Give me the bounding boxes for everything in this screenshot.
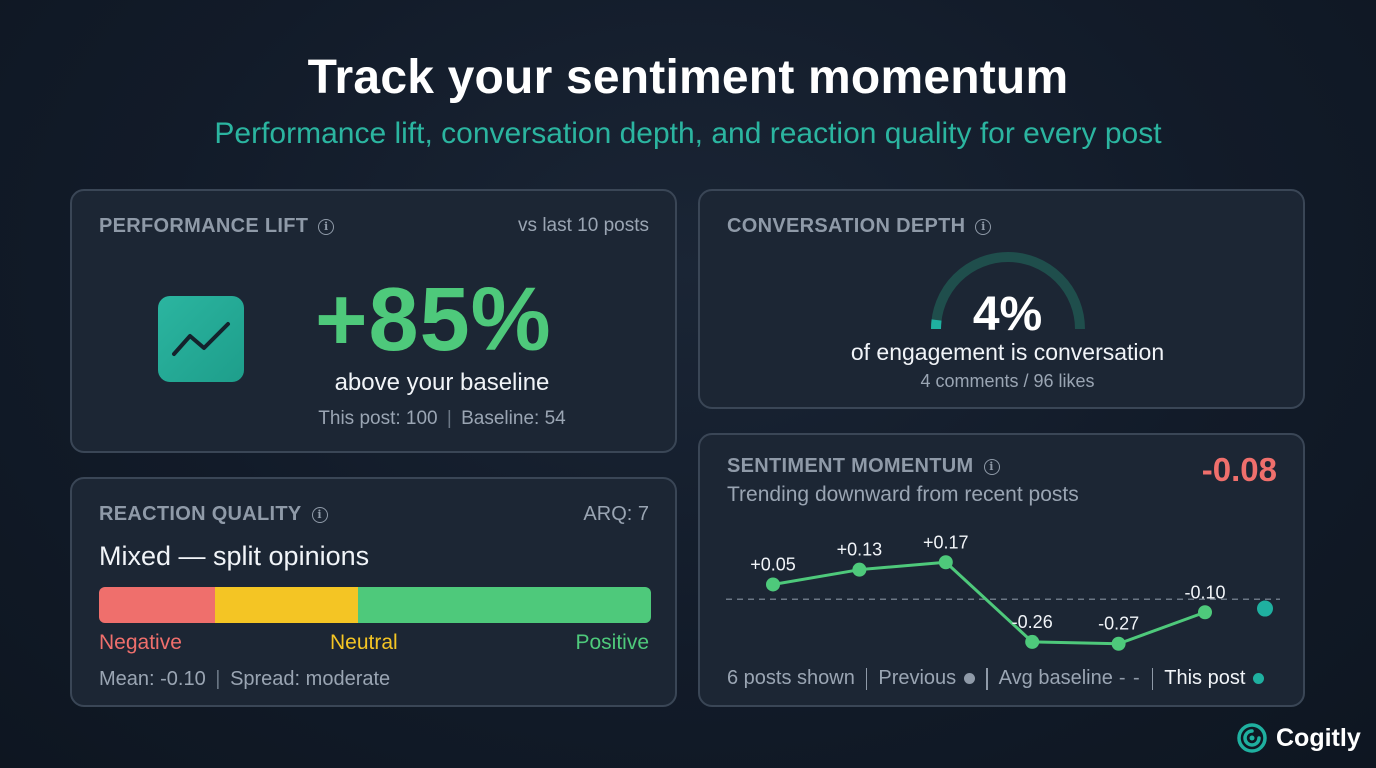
data-point bbox=[766, 577, 780, 592]
data-point bbox=[938, 555, 953, 570]
data-label: -0.27 bbox=[1098, 614, 1139, 634]
data-point bbox=[1111, 636, 1126, 651]
momentum-value: -0.08 bbox=[1201, 451, 1277, 488]
legend-divider bbox=[986, 667, 988, 690]
reaction-quality-title: REACTION QUALITY bbox=[99, 503, 302, 525]
conversation-depth-heading: CONVERSATION DEPTH i bbox=[727, 215, 992, 238]
data-label: +0.05 bbox=[750, 554, 796, 574]
sentiment-momentum-title: SENTIMENT MOMENTUM bbox=[727, 455, 974, 477]
chart-legend: 6 posts shown Previous Avg baseline - - … bbox=[727, 667, 1265, 690]
legend-previous: Previous bbox=[878, 667, 957, 689]
info-icon[interactable]: i bbox=[311, 506, 328, 523]
comparison-label: vs last 10 posts bbox=[518, 215, 649, 236]
conversation-depth-card: CONVERSATION DEPTH i 4% of engagement is… bbox=[698, 189, 1305, 409]
data-label: +0.17 bbox=[923, 532, 969, 552]
performance-lift-meta: This post: 100 | Baseline: 54 bbox=[318, 408, 566, 429]
performance-lift-description: above your baseline bbox=[334, 369, 550, 396]
conversation-depth-value: 4% bbox=[972, 288, 1043, 341]
performance-lift-card: PERFORMANCE LIFT i vs last 10 posts +85%… bbox=[70, 189, 677, 453]
data-label: -0.26 bbox=[1012, 612, 1053, 632]
neutral-label: Neutral bbox=[330, 631, 398, 654]
reaction-quality-card: REACTION QUALITY i ARQ: 7 Mixed — split … bbox=[70, 477, 677, 707]
baseline-score: Baseline: 54 bbox=[461, 408, 566, 429]
reaction-stats: Mean: -0.10 | Spread: moderate bbox=[99, 668, 391, 690]
reaction-quality-heading: REACTION QUALITY i bbox=[99, 503, 328, 526]
negative-label: Negative bbox=[99, 631, 182, 654]
reaction-summary: Mixed — split opinions bbox=[99, 541, 370, 571]
legend-divider bbox=[1151, 667, 1154, 690]
spread-value: Spread: moderate bbox=[230, 668, 391, 690]
brand-name: Cogitly bbox=[1276, 723, 1361, 752]
sentiment-distribution-bar bbox=[99, 587, 651, 623]
previous-dot-icon bbox=[964, 673, 976, 684]
this-post-point bbox=[1257, 600, 1273, 617]
cogitly-logo-icon bbox=[1237, 723, 1267, 753]
this-post-score: This post: 100 bbox=[318, 408, 438, 429]
info-icon[interactable]: i bbox=[983, 458, 1000, 475]
neutral-segment bbox=[214, 587, 359, 623]
legend-avg-baseline: Avg baseline bbox=[998, 667, 1113, 689]
legend-this-post: This post bbox=[1164, 667, 1246, 689]
brand-logo: Cogitly bbox=[1236, 722, 1361, 754]
data-label: +0.13 bbox=[837, 540, 883, 560]
conversation-depth-detail: 4 comments / 96 likes bbox=[920, 371, 1095, 391]
page-subtitle: Performance lift, conversation depth, an… bbox=[214, 117, 1162, 150]
mean-value: Mean: -0.10 bbox=[99, 668, 206, 690]
trend-up-icon bbox=[158, 296, 244, 382]
sentiment-momentum-heading: SENTIMENT MOMENTUM i bbox=[727, 455, 1000, 478]
negative-segment bbox=[99, 587, 215, 623]
info-icon[interactable]: i bbox=[318, 218, 335, 235]
dashed-line-icon: - - bbox=[1118, 667, 1141, 689]
data-point bbox=[1198, 605, 1212, 620]
performance-lift-title: PERFORMANCE LIFT bbox=[99, 215, 309, 237]
positive-segment bbox=[358, 587, 651, 623]
conversation-depth-description: of engagement is conversation bbox=[850, 339, 1165, 365]
arq-score: ARQ: 7 bbox=[583, 503, 649, 525]
conversation-gauge bbox=[931, 252, 1085, 330]
page-title: Track your sentiment momentum bbox=[307, 51, 1069, 104]
data-point bbox=[852, 562, 867, 577]
momentum-trend-text: Trending downward from recent posts bbox=[727, 483, 1079, 506]
performance-lift-heading: PERFORMANCE LIFT i bbox=[99, 215, 335, 238]
posts-shown-label: 6 posts shown bbox=[727, 667, 855, 689]
data-label: -0.10 bbox=[1184, 582, 1225, 602]
data-point bbox=[1025, 634, 1040, 649]
sentiment-line-chart: +0.05 +0.13 +0.17 -0.26 -0.27 -0.10 bbox=[726, 532, 1280, 651]
series-line bbox=[772, 560, 1206, 646]
legend-divider bbox=[865, 667, 868, 690]
info-icon[interactable]: i bbox=[975, 218, 992, 235]
positive-label: Positive bbox=[575, 631, 649, 654]
sentiment-momentum-card: +0.05 +0.13 +0.17 -0.26 -0.27 -0.10 SENTIMENT… bbox=[698, 433, 1305, 707]
conversation-depth-title: CONVERSATION DEPTH bbox=[727, 215, 966, 237]
this-post-dot-icon bbox=[1253, 673, 1265, 684]
performance-lift-value: +85% bbox=[315, 270, 552, 370]
